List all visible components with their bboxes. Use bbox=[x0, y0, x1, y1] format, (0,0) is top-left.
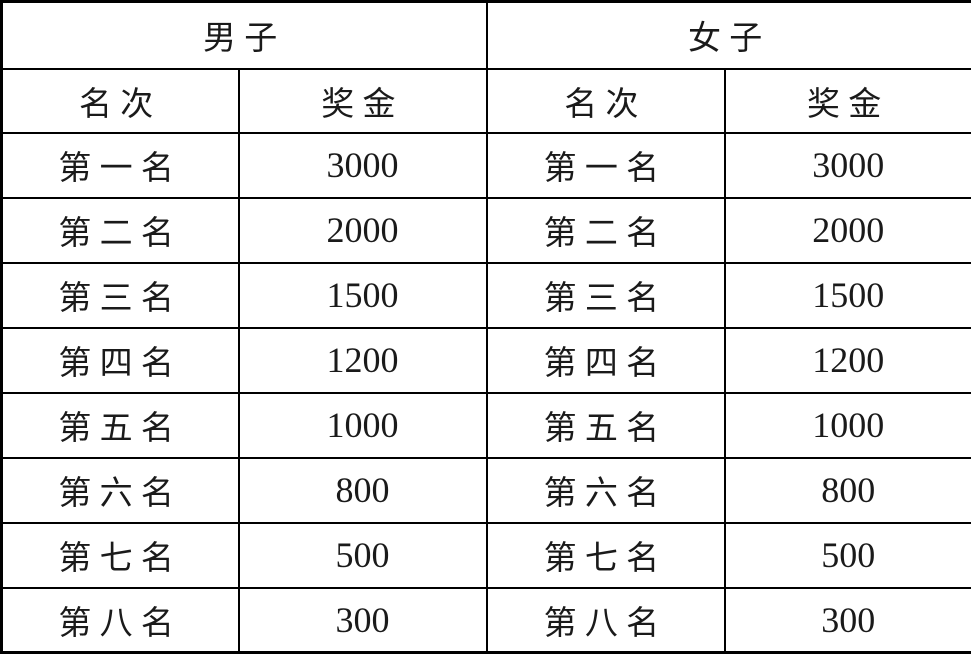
col-header-rank-men: 名次 bbox=[2, 69, 239, 133]
rank-cell: 第一名 bbox=[2, 133, 239, 198]
rank-cell: 第七名 bbox=[487, 523, 725, 588]
prize-cell: 1500 bbox=[239, 263, 487, 328]
rank-cell: 第三名 bbox=[2, 263, 239, 328]
table-row: 第八名 300 第八名 300 bbox=[2, 588, 971, 653]
prize-cell: 2000 bbox=[725, 198, 971, 263]
rank-cell: 第六名 bbox=[487, 458, 725, 523]
rank-cell: 第七名 bbox=[2, 523, 239, 588]
prize-cell: 300 bbox=[239, 588, 487, 653]
prize-cell: 3000 bbox=[725, 133, 971, 198]
prize-cell: 300 bbox=[725, 588, 971, 653]
prize-cell: 500 bbox=[239, 523, 487, 588]
table-row: 第二名 2000 第二名 2000 bbox=[2, 198, 971, 263]
prize-cell: 1200 bbox=[239, 328, 487, 393]
rank-cell: 第八名 bbox=[487, 588, 725, 653]
col-header-rank-women: 名次 bbox=[487, 69, 725, 133]
prize-cell: 2000 bbox=[239, 198, 487, 263]
rank-cell: 第二名 bbox=[487, 198, 725, 263]
rank-cell: 第三名 bbox=[487, 263, 725, 328]
table-row: 第五名 1000 第五名 1000 bbox=[2, 393, 971, 458]
table-row: 第一名 3000 第一名 3000 bbox=[2, 133, 971, 198]
col-header-prize-women: 奖金 bbox=[725, 69, 971, 133]
rank-cell: 第五名 bbox=[487, 393, 725, 458]
col-header-prize-men: 奖金 bbox=[239, 69, 487, 133]
prize-cell: 800 bbox=[239, 458, 487, 523]
rank-cell: 第二名 bbox=[2, 198, 239, 263]
prize-cell: 3000 bbox=[239, 133, 487, 198]
prize-cell: 500 bbox=[725, 523, 971, 588]
rank-cell: 第四名 bbox=[487, 328, 725, 393]
table-row: 第三名 1500 第三名 1500 bbox=[2, 263, 971, 328]
prize-cell: 1500 bbox=[725, 263, 971, 328]
rank-cell: 第八名 bbox=[2, 588, 239, 653]
table-row: 第七名 500 第七名 500 bbox=[2, 523, 971, 588]
group-header-women: 女子 bbox=[487, 2, 971, 69]
table-row: 第六名 800 第六名 800 bbox=[2, 458, 971, 523]
rank-cell: 第五名 bbox=[2, 393, 239, 458]
prize-cell: 1000 bbox=[725, 393, 971, 458]
column-header-row: 名次 奖金 名次 奖金 bbox=[2, 69, 971, 133]
rank-cell: 第一名 bbox=[487, 133, 725, 198]
group-header-men: 男子 bbox=[2, 2, 487, 69]
group-header-row: 男子 女子 bbox=[2, 2, 971, 69]
prize-cell: 1000 bbox=[239, 393, 487, 458]
table-row: 第四名 1200 第四名 1200 bbox=[2, 328, 971, 393]
rank-cell: 第六名 bbox=[2, 458, 239, 523]
rank-cell: 第四名 bbox=[2, 328, 239, 393]
prize-cell: 800 bbox=[725, 458, 971, 523]
prize-cell: 1200 bbox=[725, 328, 971, 393]
